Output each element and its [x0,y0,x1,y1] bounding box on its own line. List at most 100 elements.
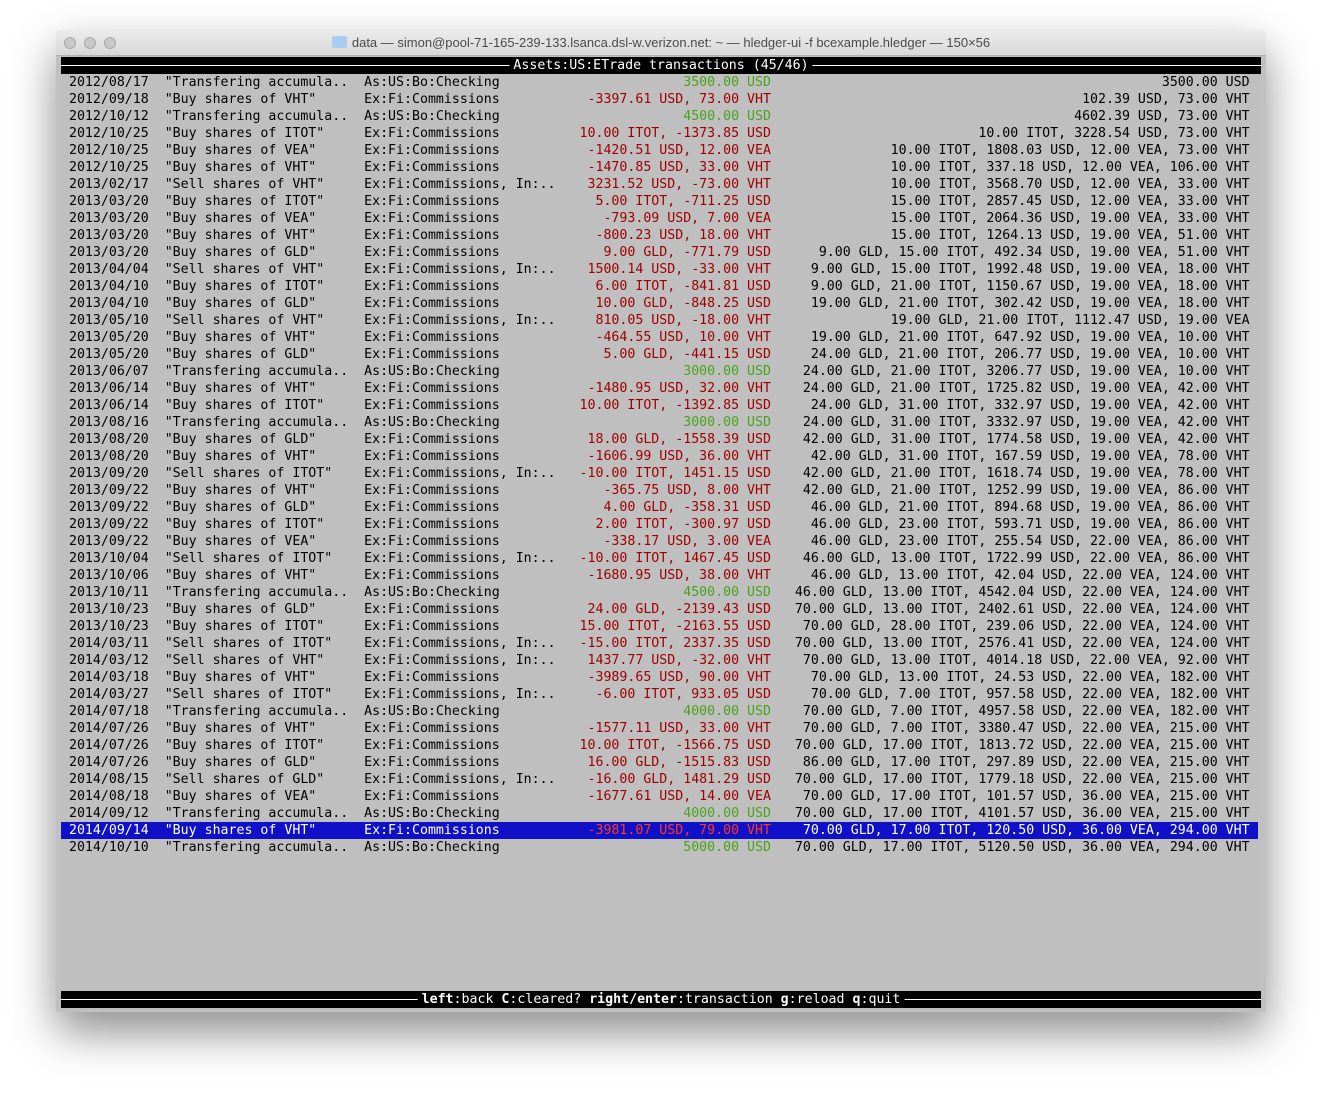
balance-cell: 70.00 GLD, 13.00 ITOT, 2402.61 USD, 22.0… [794,602,1250,617]
table-row[interactable]: 2013/10/23 "Buy shares of GLD" Ex:Fi:Commi… [61,601,1258,618]
account-cell: Ex:Fi:Commissions, In:.. [364,772,556,787]
balance-cell: 46.00 GLD, 13.00 ITOT, 1722.99 USD, 22.0… [802,551,1250,566]
table-row[interactable]: 2012/10/25 "Buy shares of ITOT" Ex:Fi:Comm… [61,125,1258,142]
amount-cell: -3397.61 USD, 73.00 VHT [587,92,771,107]
table-row[interactable]: 2013/03/20 "Buy shares of VHT" Ex:Fi:Commi… [61,227,1258,244]
table-row[interactable]: 2013/09/22 "Buy shares of VHT" Ex:Fi:Commi… [61,482,1258,499]
balance-cell: 9.00 GLD, 21.00 ITOT, 1150.67 USD, 19.00… [810,279,1250,294]
table-row[interactable]: 2014/03/11 "Sell shares of ITOT" Ex:Fi:Com… [61,635,1258,652]
table-row[interactable]: 2013/10/06 "Buy shares of VHT" Ex:Fi:Commi… [61,567,1258,584]
amount-cell: -10.00 ITOT, 1467.45 USD [579,551,771,566]
account-cell: Ex:Fi:Commissions, In:.. [364,466,556,481]
table-row[interactable]: 2013/06/07 "Transfering accumula.. As:US:B… [61,363,1258,380]
account-cell: Ex:Fi:Commissions, In:.. [364,636,556,651]
balance-cell: 42.00 GLD, 31.00 ITOT, 1774.58 USD, 19.0… [802,432,1250,447]
balance-cell: 19.00 GLD, 21.00 ITOT, 647.92 USD, 19.00… [810,330,1250,345]
amount-cell: -1577.11 USD, 33.00 VHT [587,721,771,736]
table-row[interactable]: 2014/10/10 "Transfering accumula.. As:US:B… [61,839,1258,856]
description-cell: "Buy shares of GLD" [164,755,317,770]
table-row[interactable]: 2013/05/20 "Buy shares of VHT" Ex:Fi:Commi… [61,329,1258,346]
balance-cell: 46.00 GLD, 13.00 ITOT, 4542.04 USD, 22.0… [794,585,1250,600]
header-bar: Assets:US:ETrade transactions (45/46) [61,57,1261,74]
minimize-button[interactable] [84,37,96,49]
table-row[interactable]: 2014/08/15 "Sell shares of GLD" Ex:Fi:Comm… [61,771,1258,788]
account-cell: Ex:Fi:Commissions [364,92,500,107]
account-cell: Ex:Fi:Commissions [364,330,500,345]
date-cell: 2013/08/16 [68,415,149,430]
table-row[interactable]: 2012/10/12 "Transfering accumula.. As:US:B… [61,108,1258,125]
table-row[interactable]: 2013/05/20 "Buy shares of GLD" Ex:Fi:Commi… [61,346,1258,363]
table-row[interactable]: 2013/10/23 "Buy shares of ITOT" Ex:Fi:Comm… [61,618,1258,635]
close-button[interactable] [64,37,76,49]
table-row[interactable]: 2013/03/20 "Buy shares of VEA" Ex:Fi:Commi… [61,210,1258,227]
folder-icon [331,36,347,48]
account-cell: Ex:Fi:Commissions [364,500,500,515]
table-row[interactable]: 2014/07/26 "Buy shares of GLD" Ex:Fi:Commi… [61,754,1258,771]
balance-cell: 42.00 GLD, 21.00 ITOT, 1252.99 USD, 19.0… [802,483,1250,498]
table-row[interactable]: 2012/08/17 "Transfering accumula.. As:US:B… [61,74,1258,91]
table-row[interactable]: 2013/09/22 "Buy shares of ITOT" Ex:Fi:Comm… [61,516,1258,533]
table-row[interactable]: 2014/03/12 "Sell shares of VHT" Ex:Fi:Comm… [61,652,1258,669]
balance-cell: 46.00 GLD, 23.00 ITOT, 255.54 USD, 22.00… [810,534,1250,549]
date-cell: 2013/02/17 [68,177,149,192]
table-row[interactable]: 2013/08/20 "Buy shares of VHT" Ex:Fi:Commi… [61,448,1258,465]
table-row[interactable]: 2013/09/22 "Buy shares of GLD" Ex:Fi:Commi… [61,499,1258,516]
key-action: transaction [684,992,773,1007]
description-cell: "Sell shares of VHT" [164,313,325,328]
date-cell: 2013/04/10 [68,279,149,294]
description-cell: "Buy shares of ITOT" [164,517,325,532]
table-row[interactable]: 2013/10/11 "Transfering accumula.. As:US:B… [61,584,1258,601]
amount-cell: 4500.00 USD [683,585,771,600]
balance-cell: 42.00 GLD, 21.00 ITOT, 1618.74 USD, 19.0… [802,466,1250,481]
table-row[interactable]: 2013/09/20 "Sell shares of ITOT" Ex:Fi:Com… [61,465,1258,482]
table-row[interactable]: 2013/06/14 "Buy shares of ITOT" Ex:Fi:Comm… [61,397,1258,414]
table-row[interactable]: 2014/03/18 "Buy shares of VHT" Ex:Fi:Commi… [61,669,1258,686]
table-row[interactable]: 2014/08/18 "Buy shares of VEA" Ex:Fi:Commi… [61,788,1258,805]
description-cell: "Sell shares of VHT" [164,653,325,668]
table-row[interactable]: 2013/02/17 "Sell shares of VHT" Ex:Fi:Comm… [61,176,1258,193]
description-cell: "Buy shares of VHT" [164,160,317,175]
description-cell: "Transfering accumula.. [164,704,349,719]
table-row[interactable]: 2013/08/16 "Transfering accumula.. As:US:B… [61,414,1258,431]
account-cell: Ex:Fi:Commissions [364,738,500,753]
balance-cell: 46.00 GLD, 23.00 ITOT, 593.71 USD, 19.00… [810,517,1250,532]
account-cell: Ex:Fi:Commissions [364,160,500,175]
table-row[interactable]: 2013/10/04 "Sell shares of ITOT" Ex:Fi:Com… [61,550,1258,567]
table-row[interactable]: 2013/06/14 "Buy shares of VHT" Ex:Fi:Commi… [61,380,1258,397]
table-row[interactable]: 2012/09/18 "Buy shares of VHT" Ex:Fi:Commi… [61,91,1258,108]
key-name: right/enter [589,992,677,1007]
table-row[interactable]: 2014/07/26 "Buy shares of ITOT" Ex:Fi:Comm… [61,737,1258,754]
table-row[interactable]: 2014/07/26 "Buy shares of VHT" Ex:Fi:Commi… [61,720,1258,737]
date-cell: 2014/07/26 [68,755,149,770]
table-row[interactable]: 2012/10/25 "Buy shares of VEA" Ex:Fi:Commi… [61,142,1258,159]
balance-cell: 15.00 ITOT, 2064.36 USD, 19.00 VEA, 33.0… [890,211,1250,226]
terminal[interactable]: Assets:US:ETrade transactions (45/46) 20… [61,56,1261,1012]
balance-cell: 70.00 GLD, 13.00 ITOT, 24.53 USD, 22.00 … [810,670,1250,685]
table-row[interactable]: 2013/05/10 "Sell shares of VHT" Ex:Fi:Comm… [61,312,1258,329]
table-row[interactable]: 2013/08/20 "Buy shares of GLD" Ex:Fi:Commi… [61,431,1258,448]
table-row[interactable]: 2014/03/27 "Sell shares of ITOT" Ex:Fi:Com… [61,686,1258,703]
account-cell: Ex:Fi:Commissions, In:.. [364,653,556,668]
account-cell: Ex:Fi:Commissions [364,279,500,294]
table-row[interactable]: 2013/09/22 "Buy shares of VEA" Ex:Fi:Commi… [61,533,1258,550]
balance-cell: 10.00 ITOT, 3568.70 USD, 12.00 VEA, 33.0… [890,177,1250,192]
balance-cell: 70.00 GLD, 7.00 ITOT, 4957.58 USD, 22.00… [802,704,1250,719]
table-row[interactable]: 2013/04/10 "Buy shares of ITOT" Ex:Fi:Comm… [61,278,1258,295]
table-row-selected[interactable]: 2014/09/14 "Buy shares of VHT" Ex:Fi:Commi… [61,822,1258,839]
amount-cell: 24.00 GLD, -2139.43 USD [587,602,771,617]
amount-cell: -338.17 USD, 3.00 VEA [603,534,771,549]
table-row[interactable]: 2013/03/20 "Buy shares of GLD" Ex:Fi:Commi… [61,244,1258,261]
table-row[interactable]: 2014/07/18 "Transfering accumula.. As:US:B… [61,703,1258,720]
table-row[interactable]: 2013/04/10 "Buy shares of GLD" Ex:Fi:Commi… [61,295,1258,312]
table-row[interactable]: 2013/04/04 "Sell shares of VHT" Ex:Fi:Comm… [61,261,1258,278]
balance-cell: 86.00 GLD, 17.00 ITOT, 297.89 USD, 22.00… [802,755,1250,770]
description-cell: "Transfering accumula.. [164,75,349,90]
amount-cell: 4000.00 USD [683,704,771,719]
account-cell: Ex:Fi:Commissions [364,789,500,804]
description-cell: "Buy shares of ITOT" [164,619,325,634]
zoom-button[interactable] [104,37,116,49]
table-row[interactable]: 2012/10/25 "Buy shares of VHT" Ex:Fi:Commi… [61,159,1258,176]
table-row[interactable]: 2013/03/20 "Buy shares of ITOT" Ex:Fi:Comm… [61,193,1258,210]
table-row[interactable]: 2014/09/12 "Transfering accumula.. As:US:B… [61,805,1258,822]
description-cell: "Transfering accumula.. [164,364,349,379]
